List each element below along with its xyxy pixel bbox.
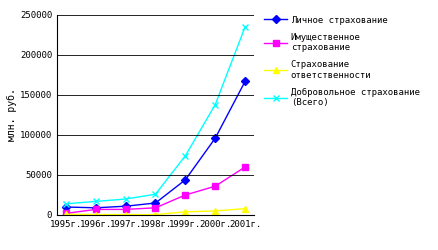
Страхование
ответственности bbox=[183, 210, 188, 213]
Добровольное страхование
(Всего) bbox=[212, 103, 218, 106]
Имущественное
страхование bbox=[123, 208, 128, 211]
Страхование
ответственности bbox=[243, 207, 248, 210]
Line: Личное страхование: Личное страхование bbox=[63, 78, 248, 210]
Личное страхование bbox=[212, 137, 218, 140]
Line: Страхование
ответственности: Страхование ответственности bbox=[63, 206, 248, 218]
Line: Имущественное
страхование: Имущественное страхование bbox=[63, 164, 248, 216]
Добровольное страхование
(Всего) bbox=[183, 154, 188, 157]
Legend: Личное страхование, Имущественное
страхование, Страхование
ответственности, Добр: Личное страхование, Имущественное страхо… bbox=[265, 16, 420, 107]
Страхование
ответственности bbox=[153, 213, 158, 216]
Личное страхование bbox=[93, 206, 99, 209]
Добровольное страхование
(Всего) bbox=[153, 193, 158, 196]
Добровольное страхование
(Всего) bbox=[93, 200, 99, 203]
Добровольное страхование
(Всего) bbox=[63, 202, 68, 205]
Имущественное
страхование bbox=[93, 208, 99, 211]
Личное страхование bbox=[123, 205, 128, 208]
Страхование
ответственности bbox=[93, 213, 99, 216]
Личное страхование bbox=[153, 202, 158, 204]
Имущественное
страхование bbox=[243, 166, 248, 168]
Личное страхование bbox=[183, 178, 188, 181]
Личное страхование bbox=[243, 80, 248, 83]
Страхование
ответственности bbox=[212, 210, 218, 212]
Личное страхование bbox=[63, 206, 68, 208]
Имущественное
страхование bbox=[212, 185, 218, 188]
Имущественное
страхование bbox=[183, 194, 188, 196]
Добровольное страхование
(Всего) bbox=[123, 198, 128, 200]
Y-axis label: млн. руб.: млн. руб. bbox=[7, 88, 17, 142]
Страхование
ответственности bbox=[123, 213, 128, 216]
Добровольное страхование
(Всего) bbox=[243, 26, 248, 29]
Имущественное
страхование bbox=[153, 206, 158, 209]
Line: Добровольное страхование
(Всего): Добровольное страхование (Всего) bbox=[63, 24, 248, 207]
Имущественное
страхование bbox=[63, 212, 68, 215]
Страхование
ответственности bbox=[63, 213, 68, 216]
